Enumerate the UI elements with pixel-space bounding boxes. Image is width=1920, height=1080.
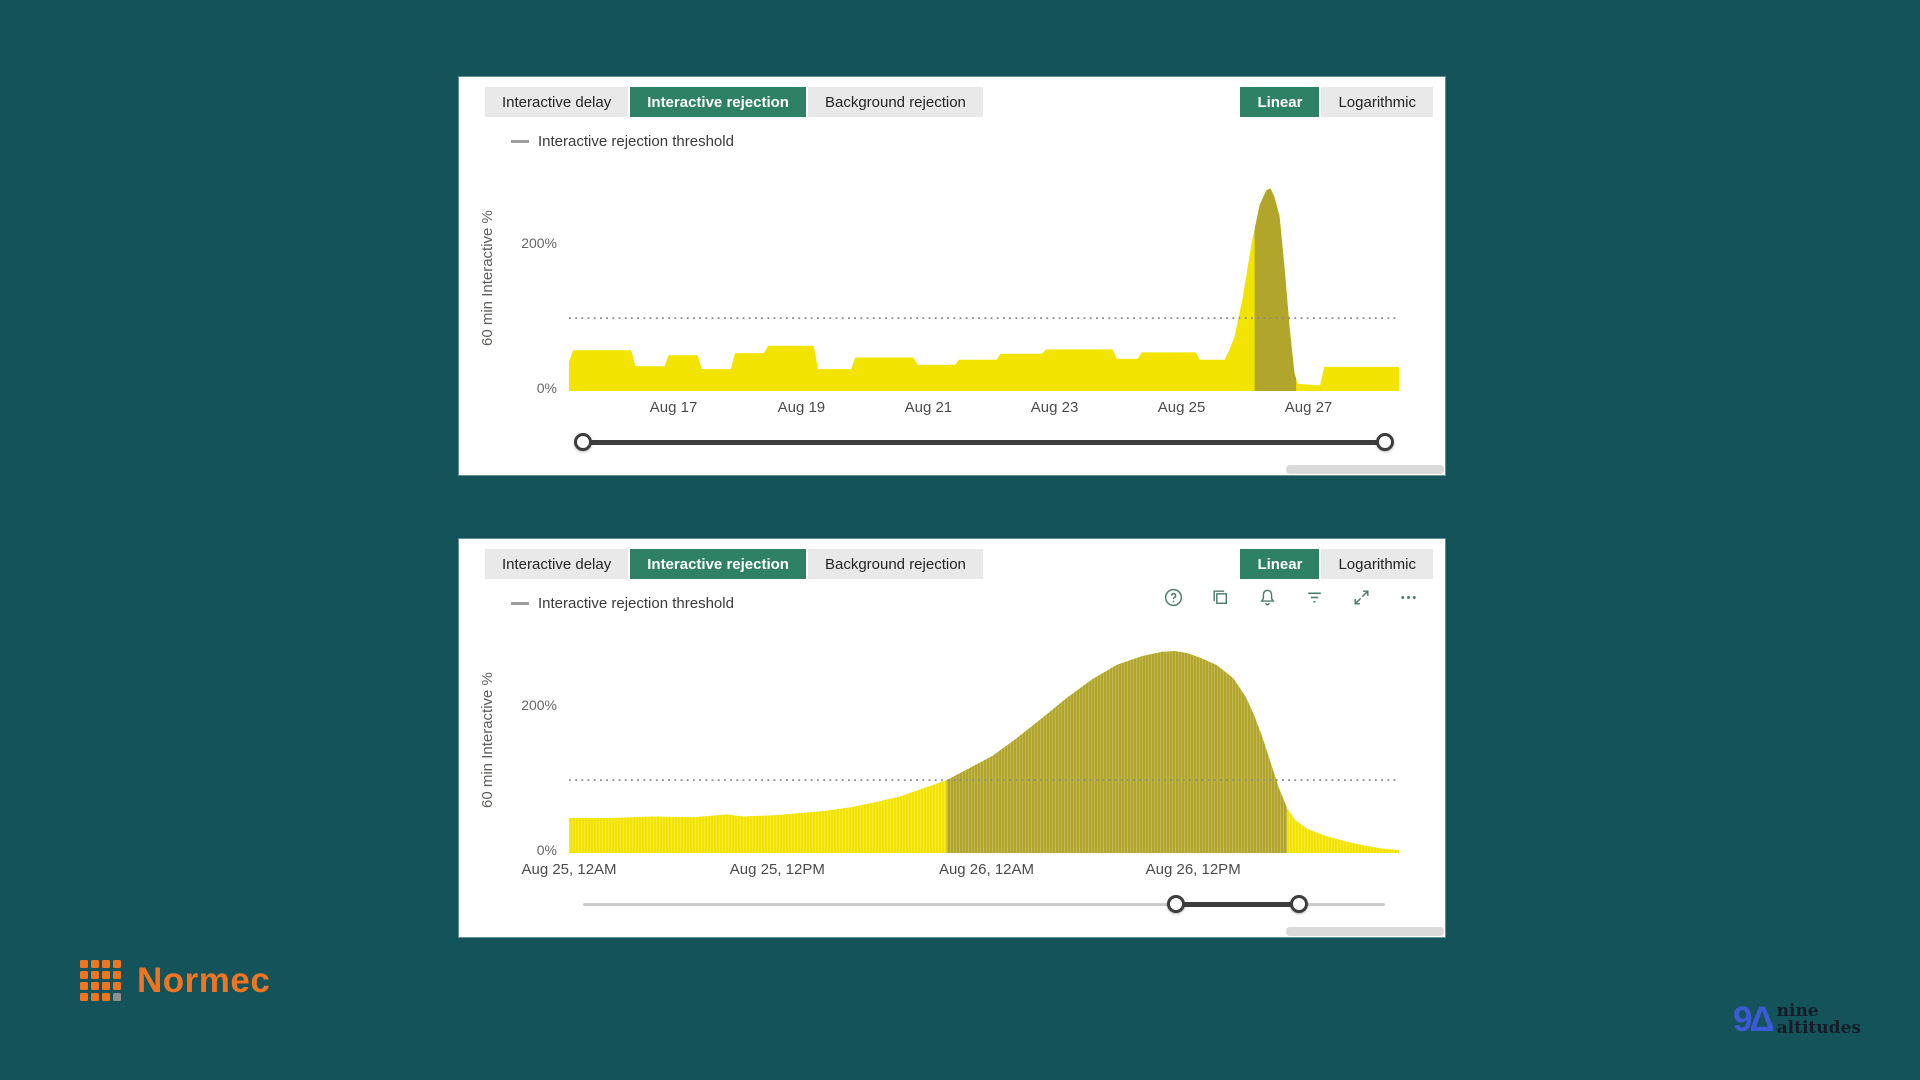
slider-handle-end[interactable] xyxy=(1376,433,1394,451)
normec-grid-icon xyxy=(80,960,121,1001)
bar-texture-overlay xyxy=(569,651,1399,853)
normec-grid-cell xyxy=(113,993,121,1001)
time-range-slider[interactable] xyxy=(569,889,1399,921)
y-axis-tick-0: 0% xyxy=(536,842,557,858)
normec-grid-cell xyxy=(80,971,88,979)
tab-interactive-rejection[interactable]: Interactive rejection xyxy=(630,87,806,117)
x-axis-tick-label: Aug 21 xyxy=(904,399,953,416)
threshold-legend-label: Interactive rejection threshold xyxy=(538,133,734,150)
x-axis: Aug 17 Aug 19 Aug 21 Aug 23 Aug 25 Aug 27 xyxy=(459,399,1445,419)
slider-handle-start[interactable] xyxy=(1166,895,1185,913)
x-axis-tick-label: Aug 26, 12PM xyxy=(1145,861,1241,878)
chart-tabs-row: Interactive delay Interactive rejection … xyxy=(485,549,1435,579)
time-range-slider[interactable] xyxy=(569,427,1399,459)
scale-toggle: Linear Logarithmic xyxy=(1240,549,1435,579)
scale-toggle-linear[interactable]: Linear xyxy=(1240,87,1320,117)
tab-background-rejection[interactable]: Background rejection xyxy=(807,549,983,579)
alert-icon[interactable] xyxy=(1257,587,1278,608)
normec-grid-cell xyxy=(91,993,99,1001)
slider-track[interactable] xyxy=(583,440,1385,445)
threshold-legend-label: Interactive rejection threshold xyxy=(538,595,734,612)
y-axis-title: 60 min Interactive % xyxy=(479,210,496,346)
nine-altitudes-logo-text: nine altitudes xyxy=(1777,1003,1861,1037)
slider-track[interactable] xyxy=(583,903,1385,906)
visual-header-toolbar xyxy=(1163,587,1419,608)
nine-altitudes-icon: 9Δ xyxy=(1733,1000,1775,1039)
chart-legend: Interactive rejection threshold xyxy=(511,595,734,612)
slider-handle-end[interactable] xyxy=(1290,895,1309,913)
scale-toggle-logarithmic[interactable]: Logarithmic xyxy=(1321,549,1433,579)
normec-grid-cell xyxy=(113,982,121,990)
rejection-chart-panel-daily: Interactive delay Interactive rejection … xyxy=(459,77,1445,475)
normec-grid-cell xyxy=(80,982,88,990)
normec-grid-cell xyxy=(80,993,88,1001)
x-axis-tick-label: Aug 27 xyxy=(1284,399,1333,416)
x-axis-tick-label: Aug 23 xyxy=(1030,399,1079,416)
normec-grid-cell xyxy=(113,971,121,979)
normec-grid-cell xyxy=(80,960,88,968)
normec-grid-cell xyxy=(113,960,121,968)
scale-toggle-linear[interactable]: Linear xyxy=(1240,549,1320,579)
area-series[interactable] xyxy=(569,188,1399,391)
copy-icon[interactable] xyxy=(1210,587,1231,608)
x-axis-tick-label: Aug 25 xyxy=(1157,399,1206,416)
horizontal-scrollbar[interactable] xyxy=(1286,927,1444,936)
x-axis-tick-label: Aug 25, 12PM xyxy=(729,861,825,878)
area-chart-daily[interactable] xyxy=(569,165,1399,391)
y-axis-tick-200: 200% xyxy=(521,235,557,251)
nine-altitudes-logo: 9Δ nine altitudes xyxy=(1733,1000,1861,1039)
metric-tabs: Interactive delay Interactive rejection … xyxy=(485,549,985,579)
chart-legend: Interactive rejection threshold xyxy=(511,133,734,150)
slider-selected-range[interactable] xyxy=(1175,902,1300,907)
y-axis-tick-200: 200% xyxy=(521,697,557,713)
tab-background-rejection[interactable]: Background rejection xyxy=(807,87,983,117)
x-axis-tick-label: Aug 25, 12AM xyxy=(521,861,617,878)
normec-logo-text: Normec xyxy=(137,960,271,1000)
x-axis-tick-label: Aug 26, 12AM xyxy=(938,861,1035,878)
x-axis-tick-label: Aug 19 xyxy=(777,399,826,416)
scale-toggle: Linear Logarithmic xyxy=(1240,87,1435,117)
metric-tabs: Interactive delay Interactive rejection … xyxy=(485,87,985,117)
threshold-exceeded-area xyxy=(1254,188,1297,391)
tab-interactive-delay[interactable]: Interactive delay xyxy=(485,87,629,117)
threshold-legend-swatch xyxy=(511,602,529,605)
y-axis-tick-0: 0% xyxy=(536,380,557,396)
normec-grid-cell xyxy=(102,960,110,968)
normec-grid-cell xyxy=(91,982,99,990)
area-chart-zoomed[interactable] xyxy=(569,627,1399,853)
filter-icon[interactable] xyxy=(1304,587,1325,608)
normec-grid-cell xyxy=(91,960,99,968)
tab-interactive-rejection[interactable]: Interactive rejection xyxy=(630,549,806,579)
chart-tabs-row: Interactive delay Interactive rejection … xyxy=(485,87,1435,117)
rejection-chart-panel-zoomed: Interactive delay Interactive rejection … xyxy=(459,539,1445,937)
normec-grid-cell xyxy=(102,982,110,990)
normec-grid-cell xyxy=(102,993,110,1001)
focus-mode-icon[interactable] xyxy=(1351,587,1372,608)
normec-logo: Normec xyxy=(80,960,270,1001)
help-icon[interactable] xyxy=(1163,587,1184,608)
slider-handle-start[interactable] xyxy=(574,433,592,451)
nine-altitudes-line1: nine xyxy=(1776,1001,1819,1021)
x-axis-tick-label: Aug 17 xyxy=(649,399,698,416)
normec-grid-cell xyxy=(102,971,110,979)
y-axis-title: 60 min Interactive % xyxy=(479,672,496,808)
more-options-icon[interactable] xyxy=(1398,587,1419,608)
x-axis: Aug 25, 12AM Aug 25, 12PM Aug 26, 12AM Aug … xyxy=(459,861,1445,881)
tab-interactive-delay[interactable]: Interactive delay xyxy=(485,549,629,579)
horizontal-scrollbar[interactable] xyxy=(1286,465,1444,474)
threshold-legend-swatch xyxy=(511,140,529,143)
scale-toggle-logarithmic[interactable]: Logarithmic xyxy=(1321,87,1433,117)
nine-altitudes-line2: altitudes xyxy=(1776,1018,1861,1038)
normec-grid-cell xyxy=(91,971,99,979)
